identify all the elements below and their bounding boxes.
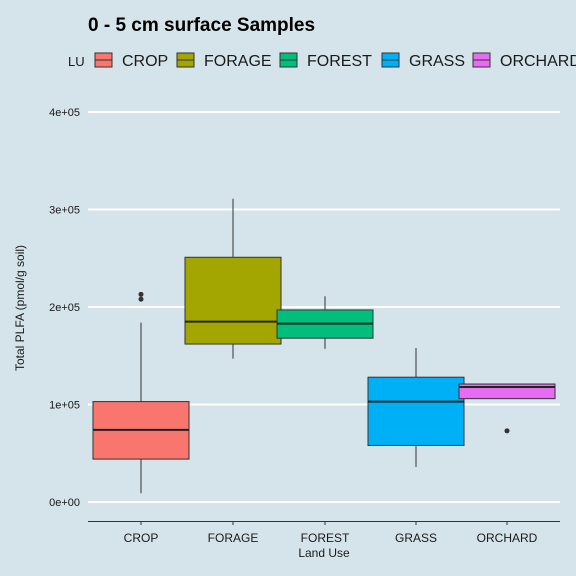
- box-grass: [367, 347, 465, 467]
- x-tick-label: GRASS: [395, 531, 437, 545]
- legend-item-forest: FOREST: [279, 52, 372, 70]
- y-tick-label: 3e+05: [49, 205, 80, 217]
- box-iqr: [367, 376, 465, 446]
- y-axis-label: Total PLFA (pmol/g soil): [13, 245, 27, 371]
- y-tick-label: 1e+05: [49, 400, 80, 412]
- chart-title: 0 - 5 cm surface Samples: [88, 15, 315, 36]
- boxes: [92, 198, 556, 494]
- box-iqr: [184, 256, 282, 345]
- box-crop: [92, 291, 190, 494]
- box-forage: [184, 198, 282, 359]
- legend-label: FORAGE: [204, 53, 272, 70]
- box-forest: [276, 296, 374, 349]
- legend-item-grass: GRASS: [381, 52, 465, 70]
- legend-label: FOREST: [307, 53, 372, 70]
- x-tick-label: FORAGE: [208, 531, 259, 545]
- x-axis-ticks: CROP FORAGE FOREST GRASS ORCHARD: [124, 521, 538, 545]
- outlier-point: [138, 296, 144, 302]
- y-tick-label: 4e+05: [49, 107, 80, 119]
- y-tick-label: 2e+05: [49, 302, 80, 314]
- outlier-point: [138, 291, 144, 297]
- outlier-point: [504, 428, 510, 434]
- legend-label: CROP: [122, 53, 168, 70]
- legend: CROP FORAGE FOREST GRASS ORCHARD: [94, 52, 576, 70]
- y-axis-ticks: 0e+00 1e+05 2e+05 3e+05 4e+05: [49, 107, 80, 509]
- x-axis-label: Land Use: [298, 546, 350, 560]
- legend-item-forage: FORAGE: [176, 52, 272, 70]
- x-tick-label: FOREST: [301, 531, 350, 545]
- y-tick-label: 0e+00: [49, 497, 80, 509]
- legend-item-crop: CROP: [94, 52, 168, 70]
- legend-label: GRASS: [409, 53, 465, 70]
- x-tick-label: ORCHARD: [477, 531, 538, 545]
- x-tick-label: CROP: [124, 531, 159, 545]
- legend-label: ORCHARD: [500, 53, 576, 70]
- box-orchard: [458, 383, 556, 434]
- legend-title: LU: [68, 54, 85, 69]
- legend-item-orchard: ORCHARD: [472, 52, 576, 70]
